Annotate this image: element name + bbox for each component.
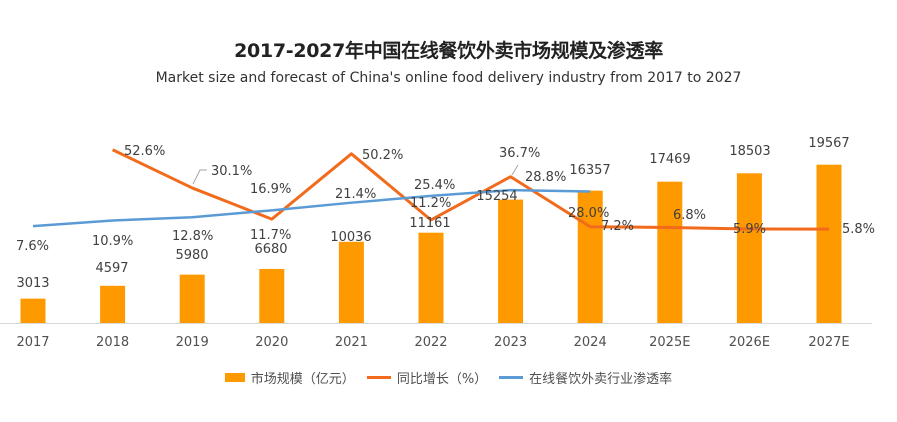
bar-2027E <box>816 164 842 323</box>
penetration-line <box>32 188 591 228</box>
x-tick-2017: 2017 <box>16 335 49 350</box>
growth-label-2019: 30.1% <box>211 164 252 179</box>
penetration-label-2021: 21.4% <box>335 187 376 202</box>
x-tick-2021: 2021 <box>335 335 368 350</box>
bar-label-2024: 16357 <box>569 163 610 178</box>
bar-2017 <box>20 298 46 323</box>
bar-2021 <box>338 241 364 323</box>
growth-label-2021: 50.2% <box>362 148 403 163</box>
penetration-label-2017: 7.6% <box>16 239 49 254</box>
growth-label-2022: 11.2% <box>410 196 451 211</box>
penetration-label-2018: 10.9% <box>92 234 133 249</box>
growth-label-2024: 7.2% <box>601 219 634 234</box>
penetration-label-2020: 16.9% <box>250 182 291 197</box>
x-tick-2020: 2020 <box>255 335 288 350</box>
x-tick-2019: 2019 <box>176 335 209 350</box>
x-tick-2025E: 2025E <box>649 335 690 350</box>
bar-label-2019: 5980 <box>175 248 208 263</box>
bar-label-2017: 3013 <box>16 276 49 291</box>
legend-item-market-size: 市场规模（亿元） <box>224 368 355 387</box>
penetration-label-2023: 28.8% <box>525 170 566 185</box>
legend-swatch-growth <box>366 376 391 379</box>
bar-2025E <box>657 181 683 323</box>
bar-2026E <box>736 173 762 323</box>
growth-label-2020: 11.7% <box>250 228 291 243</box>
bar-label-2018: 4597 <box>95 261 128 276</box>
bar-label-2026E: 18503 <box>729 144 770 159</box>
bar-2018 <box>100 285 126 323</box>
growth-label-2026E: 5.9% <box>733 222 766 237</box>
growth-line <box>111 148 830 231</box>
legend-swatch-market-size <box>224 373 245 382</box>
growth-label-2023: 36.7% <box>499 146 540 161</box>
growth-label-2025E: 6.8% <box>673 208 706 223</box>
leader-line-2019-growth <box>192 169 207 185</box>
legend-item-growth: 同比增长（%） <box>366 368 488 387</box>
bar-label-2023: 15254 <box>476 189 517 204</box>
penetration-label-2019: 12.8% <box>172 229 213 244</box>
x-tick-2018: 2018 <box>96 335 129 350</box>
x-tick-2027E: 2027E <box>808 335 849 350</box>
bar-label-2022: 11161 <box>409 216 450 231</box>
growth-label-2027E: 5.8% <box>842 222 875 237</box>
x-tick-2022: 2022 <box>414 335 447 350</box>
bar-2022 <box>418 232 444 323</box>
x-tick-2023: 2023 <box>494 335 527 350</box>
bar-label-2025E: 17469 <box>649 152 690 167</box>
bar-2024 <box>577 190 603 323</box>
bar-label-2020: 6680 <box>254 242 287 257</box>
bar-2019 <box>179 274 205 323</box>
legend: 市场规模（亿元） 同比增长（%） 在线餐饮外卖行业渗透率 <box>0 368 897 387</box>
legend-item-penetration: 在线餐饮外卖行业渗透率 <box>499 368 672 387</box>
legend-label-penetration: 在线餐饮外卖行业渗透率 <box>529 372 673 387</box>
chart-title: 2017-2027年中国在线餐饮外卖市场规模及渗透率 <box>234 40 663 62</box>
legend-swatch-penetration <box>499 376 524 379</box>
bar-label-2027E: 19567 <box>808 136 849 151</box>
x-tick-2024: 2024 <box>574 335 607 350</box>
growth-label-2018: 52.6% <box>124 144 165 159</box>
legend-label-growth: 同比增长（%） <box>396 372 488 387</box>
bar-2020 <box>259 268 285 323</box>
chart-subtitle: Market size and forecast of China's onli… <box>155 70 742 86</box>
legend-label-market-size: 市场规模（亿元） <box>250 372 355 387</box>
bar-label-2021: 10036 <box>330 230 371 245</box>
penetration-label-2022: 25.4% <box>414 178 455 193</box>
bar-2023 <box>498 199 524 323</box>
leader-line-2023-growth <box>511 164 519 176</box>
x-tick-2026E: 2026E <box>729 335 770 350</box>
penetration-label-2024: 28.0% <box>568 206 609 221</box>
